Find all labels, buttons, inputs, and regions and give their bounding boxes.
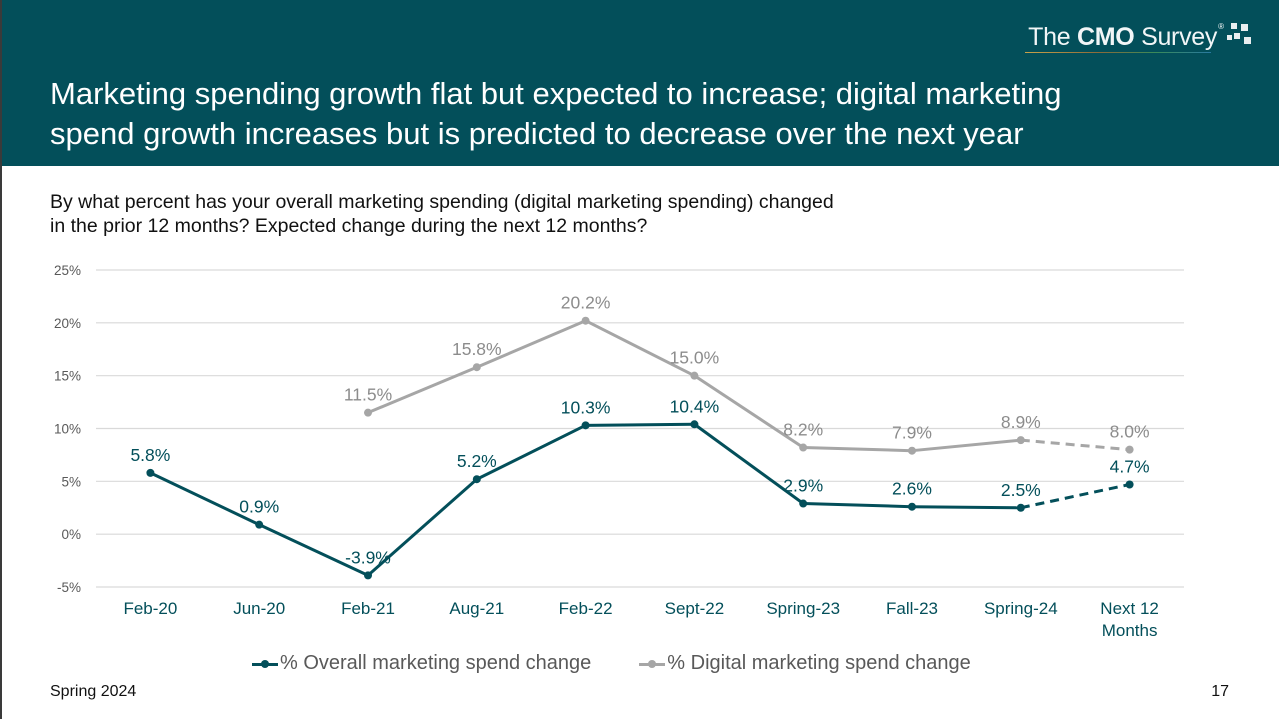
series-segment-overall: [693, 423, 805, 505]
series-segment-overall: [258, 523, 369, 577]
x-tick-label: Sept-22: [665, 599, 725, 618]
data-point-digital: [472, 363, 481, 372]
legend-item-overall: % Overall marketing spend change: [252, 652, 591, 675]
data-point-overall: [799, 499, 808, 508]
series-segment-overall: [911, 505, 1021, 510]
page-number: 17: [1211, 683, 1229, 700]
legend-label-overall: % Overall marketing spend change: [280, 652, 592, 674]
series-segment-overall: [367, 478, 478, 577]
data-label-overall: 2.9%: [783, 476, 823, 496]
data-label-digital: 8.0%: [1110, 422, 1150, 442]
data-point-overall: [255, 520, 264, 529]
chart-legend: % Overall marketing spend change % Digit…: [252, 652, 1019, 675]
series-segment-digital: [367, 365, 478, 415]
data-label-overall: 2.6%: [892, 479, 932, 499]
data-point-digital: [799, 443, 808, 452]
x-tick-label: Months: [1102, 621, 1158, 640]
x-tick-label: Feb-22: [559, 599, 613, 618]
series-segment-digital: [1020, 438, 1130, 452]
y-tick-label: 10%: [54, 422, 81, 437]
slide-title: Marketing spending growth flat but expec…: [50, 74, 1230, 154]
logo-text: The CMO Survey: [1028, 23, 1218, 51]
series-segment-digital: [693, 374, 805, 449]
legend-marker-overall: [252, 654, 278, 674]
data-point-digital: [581, 316, 590, 325]
slide-header: The CMO Survey ® Marketing spending grow…: [0, 0, 1279, 166]
cmo-survey-logo: The CMO Survey ®: [1028, 20, 1253, 54]
series-segment-overall: [803, 502, 913, 509]
data-label-digital: 15.0%: [670, 348, 720, 368]
x-tick-label: Fall-23: [886, 599, 938, 618]
data-label-overall: 4.7%: [1110, 457, 1150, 477]
y-tick-label: 25%: [54, 263, 81, 278]
series-segment-overall: [585, 422, 695, 427]
data-point-digital: [1016, 436, 1025, 445]
data-point-overall: [146, 468, 155, 477]
data-point-overall: [364, 571, 372, 580]
x-tick-label: Feb-21: [341, 599, 395, 618]
data-label-overall: 2.5%: [1001, 480, 1041, 500]
data-label-digital: 8.9%: [1001, 412, 1041, 432]
data-label-digital: 8.2%: [783, 420, 823, 440]
x-tick-label: Next 12: [1100, 599, 1159, 618]
data-label-overall: 10.3%: [561, 397, 611, 417]
data-point-overall: [1016, 503, 1025, 512]
y-tick-label: 15%: [54, 369, 81, 384]
data-label-digital: 7.9%: [892, 423, 932, 443]
data-point-overall: [472, 475, 481, 484]
survey-question: By what percent has your overall marketi…: [50, 190, 950, 238]
title-line-2: spend growth increases but is predicted …: [50, 116, 1024, 151]
question-line-2: in the prior 12 months? Expected change …: [50, 215, 648, 237]
data-point-overall: [1125, 480, 1134, 489]
series-segment-digital: [911, 438, 1021, 453]
data-label-overall: -3.9%: [345, 547, 391, 567]
title-line-1: Marketing spending growth flat but expec…: [50, 76, 1062, 111]
y-tick-label: -5%: [57, 580, 81, 595]
legend-marker-digital: [639, 654, 666, 674]
series-segment-overall: [476, 423, 587, 481]
series-segment-digital: [803, 446, 913, 453]
legend-label-digital: % Digital marketing spend change: [667, 652, 971, 674]
legend-item-digital: % Digital marketing spend change: [639, 652, 971, 675]
data-point-overall: [581, 421, 590, 430]
logo-squares-icon: [1227, 20, 1253, 50]
data-point-digital: [908, 446, 916, 455]
footer-date: Spring 2024: [50, 683, 137, 700]
x-tick-label: Spring-24: [984, 599, 1058, 618]
y-tick-label: 20%: [54, 316, 81, 331]
data-point-digital: [690, 371, 699, 380]
data-label-digital: 15.8%: [452, 339, 502, 359]
data-label-overall: 5.2%: [457, 451, 497, 471]
data-label-overall: 10.4%: [670, 396, 720, 416]
data-point-overall: [908, 502, 916, 511]
data-point-overall: [690, 420, 699, 429]
x-tick-label: Feb-20: [123, 599, 177, 618]
data-point-digital: [1125, 445, 1134, 454]
x-tick-label: Aug-21: [449, 599, 504, 618]
x-tick-label: Spring-23: [766, 599, 840, 618]
left-border: [0, 0, 2, 719]
logo-underline: [1025, 52, 1211, 53]
y-tick-label: 0%: [61, 527, 81, 542]
series-segment-overall: [1020, 483, 1130, 510]
question-line-1: By what percent has your overall marketi…: [50, 191, 834, 213]
data-label-digital: 11.5%: [344, 385, 392, 405]
data-label-overall: 5.8%: [130, 445, 170, 465]
y-tick-label: 5%: [61, 474, 81, 489]
line-chart: -5% 0% 5% 10% 15% 20% 25% Feb-20 Jun-20 Feb-21 Au…: [54, 263, 1184, 640]
series-segment-digital: [476, 319, 587, 369]
data-label-overall: 0.9%: [239, 497, 279, 517]
data-label-digital: 20.2%: [561, 293, 611, 313]
data-point-digital: [364, 408, 372, 417]
series-segment-overall: [149, 471, 260, 527]
registered-mark: ®: [1218, 22, 1224, 31]
series-segment-digital: [584, 319, 696, 378]
x-tick-label: Jun-20: [233, 599, 285, 618]
